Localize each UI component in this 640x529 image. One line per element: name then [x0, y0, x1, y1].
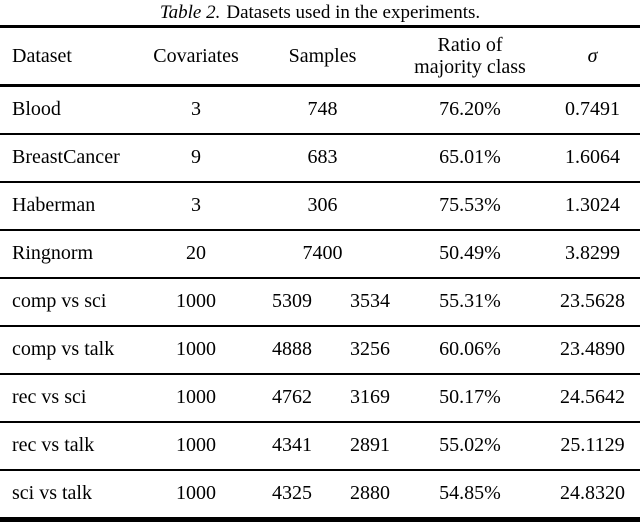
cell-ratio: 55.31%	[439, 290, 501, 312]
cell-samples: 7400	[302, 242, 343, 264]
cell-ratio: 50.17%	[439, 386, 501, 408]
cell-samples: 4341	[272, 434, 312, 456]
cell-samples2: 3534	[350, 290, 390, 312]
cell-samples-pair: 4762 3169	[250, 386, 395, 409]
cell-samples: 748	[307, 98, 338, 121]
table-body: Blood 3 748 76.20% 0.7491 BreastCancer 9…	[0, 86, 640, 520]
table-row-breastcancer: BreastCancer 9 683 65.01% 1.6064	[0, 134, 640, 182]
cell-dataset: rec vs sci	[12, 386, 87, 408]
cell-ratio: 75.53%	[439, 194, 501, 216]
cell-samples: 4888	[272, 338, 312, 360]
cell-covariates: 1000	[176, 338, 216, 360]
cell-covariates: 1000	[176, 482, 216, 505]
table-row-blood: Blood 3 748 76.20% 0.7491	[0, 86, 640, 134]
cell-samples2: 3256	[350, 338, 390, 360]
cell-sigma: 23.4890	[560, 338, 625, 360]
cell-covariates: 3	[191, 194, 201, 216]
table-row-haberman: Haberman 3 306 75.53% 1.3024	[0, 182, 640, 230]
table-row-rec-vs-sci: rec vs sci 1000 4762 3169 50.17% 24.5642	[0, 374, 640, 422]
header-ratio: Ratio of majority class	[395, 27, 545, 86]
caption-text: Datasets used in the experiments.	[226, 2, 481, 23]
cell-samples: 4762	[272, 386, 312, 408]
cell-samples: 683	[307, 146, 338, 168]
cell-sigma: 1.3024	[565, 194, 620, 216]
cell-sigma: 24.5642	[560, 386, 625, 408]
cell-ratio: 54.85%	[439, 482, 501, 505]
header-ratio-line1: Ratio of	[437, 34, 503, 56]
cell-dataset: BreastCancer	[12, 146, 120, 168]
cell-covariates: 3	[191, 98, 201, 121]
header-dataset: Dataset	[12, 44, 72, 67]
cell-ratio: 60.06%	[439, 338, 501, 360]
cell-samples-pair: 4888 3256	[250, 338, 395, 361]
cell-samples-pair: 4325 2880	[250, 482, 395, 505]
cell-dataset: sci vs talk	[12, 482, 92, 505]
cell-dataset: Haberman	[12, 194, 96, 216]
cell-samples2: 2880	[350, 482, 390, 505]
table-row-sci-vs-talk: sci vs talk 1000 4325 2880 54.85% 24.832…	[0, 470, 640, 520]
cell-dataset: Blood	[12, 98, 61, 121]
cell-sigma: 25.1129	[560, 434, 625, 456]
cell-ratio: 55.02%	[439, 434, 501, 456]
cell-covariates: 1000	[176, 386, 216, 408]
header-sigma: σ	[545, 27, 640, 86]
cell-covariates: 20	[186, 242, 206, 264]
cell-ratio: 76.20%	[439, 98, 501, 121]
cell-covariates: 1000	[176, 434, 216, 456]
cell-sigma: 3.8299	[565, 242, 620, 264]
cell-ratio: 65.01%	[439, 146, 501, 168]
cell-samples: 5309	[272, 290, 312, 312]
cell-sigma: 23.5628	[560, 290, 625, 312]
sigma-symbol: σ	[587, 44, 598, 67]
cell-samples2: 3169	[350, 386, 390, 408]
cell-samples-pair: 5309 3534	[250, 290, 395, 313]
header-samples: Samples	[288, 44, 357, 67]
table-row-comp-vs-sci: comp vs sci 1000 5309 3534 55.31% 23.562…	[0, 278, 640, 326]
cell-samples: 306	[307, 194, 338, 216]
table-row-ringnorm: Ringnorm 20 7400 50.49% 3.8299	[0, 230, 640, 278]
table-caption: Table 2. Datasets used in the experiments…	[0, 0, 640, 25]
cell-dataset: Ringnorm	[12, 242, 94, 264]
cell-samples2: 2891	[350, 434, 390, 456]
cell-dataset: rec vs talk	[12, 434, 95, 456]
cell-samples: 4325	[272, 482, 312, 505]
datasets-table: Dataset Covariates Samples Ratio of majo…	[0, 25, 640, 522]
header-ratio-line2: majority class	[414, 56, 526, 78]
cell-samples-pair: 4341 2891	[250, 434, 395, 457]
table-row-rec-vs-talk: rec vs talk 1000 4341 2891 55.02% 25.112…	[0, 422, 640, 470]
cell-covariates: 9	[191, 146, 201, 168]
cell-sigma: 1.6064	[565, 146, 620, 168]
cell-ratio: 50.49%	[439, 242, 501, 264]
table-header: Dataset Covariates Samples Ratio of majo…	[0, 27, 640, 86]
cell-dataset: comp vs sci	[12, 290, 107, 312]
header-row: Dataset Covariates Samples Ratio of majo…	[0, 27, 640, 86]
cell-sigma: 0.7491	[565, 98, 620, 121]
cell-covariates: 1000	[176, 290, 216, 312]
caption-label: Table 2.	[159, 2, 221, 23]
header-covariates: Covariates	[153, 44, 239, 67]
cell-dataset: comp vs talk	[12, 338, 115, 360]
cell-sigma: 24.8320	[560, 482, 625, 505]
table-row-comp-vs-talk: comp vs talk 1000 4888 3256 60.06% 23.48…	[0, 326, 640, 374]
